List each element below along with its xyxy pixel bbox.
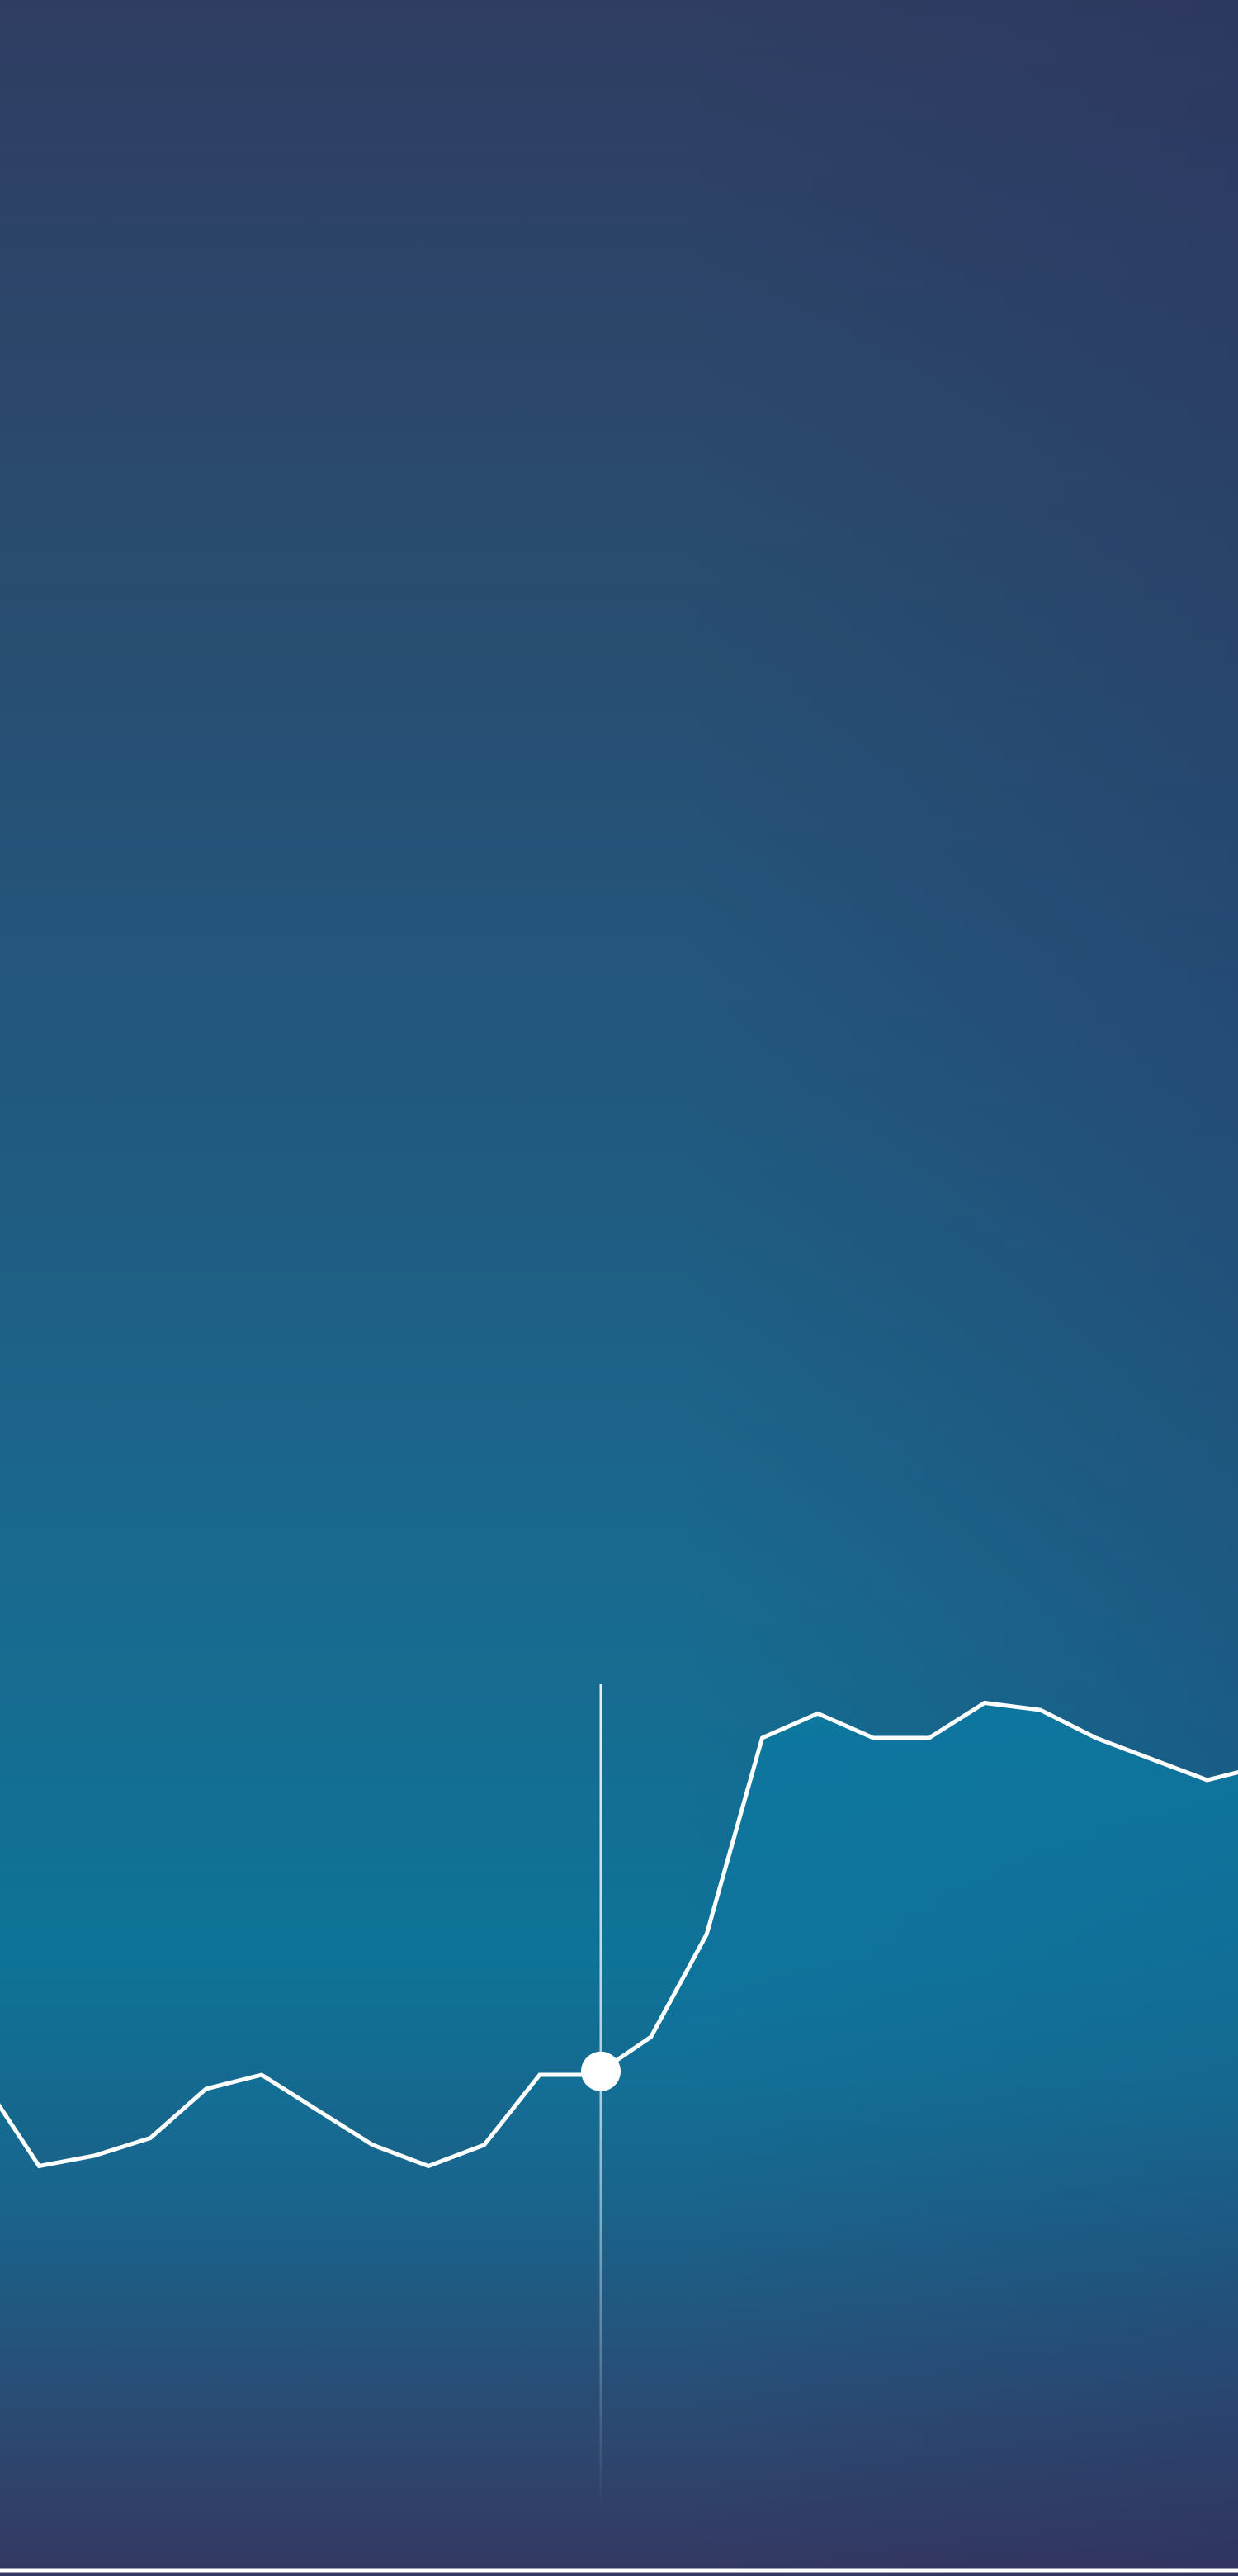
data-point-19	[1037, 1707, 1042, 1712]
data-point-7	[371, 2143, 376, 2147]
cursor-marker-dot[interactable]	[581, 2051, 621, 2091]
data-point-6	[314, 2108, 319, 2113]
data-point-22	[1205, 1778, 1210, 1783]
data-point-12	[649, 2034, 654, 2039]
data-point-15	[815, 1711, 820, 1716]
marker-layer	[581, 2051, 621, 2091]
data-point-14	[760, 1735, 765, 1740]
cursor-layer	[599, 1684, 602, 2510]
data-point-9	[482, 2143, 487, 2147]
series-area-fill	[0, 1702, 1238, 2539]
data-point-17	[927, 1735, 932, 1740]
data-point-10	[537, 2072, 542, 2077]
data-point-20	[1094, 1735, 1099, 1740]
data-point-4	[204, 2086, 209, 2091]
area-fill-layer	[0, 1702, 1238, 2539]
cursor-line	[599, 1684, 602, 2510]
data-point-18	[982, 1701, 987, 1706]
data-point-16	[871, 1735, 876, 1740]
data-point-2	[92, 2153, 97, 2158]
data-point-3	[148, 2136, 153, 2141]
series-line-layer	[0, 1700, 1238, 2169]
data-point-5	[259, 2072, 264, 2077]
data-point-21	[1149, 1757, 1154, 1762]
data-point-8	[426, 2164, 431, 2169]
series-line	[0, 1700, 1238, 2169]
data-point-13	[704, 1932, 709, 1937]
data-point-1	[36, 2164, 41, 2169]
